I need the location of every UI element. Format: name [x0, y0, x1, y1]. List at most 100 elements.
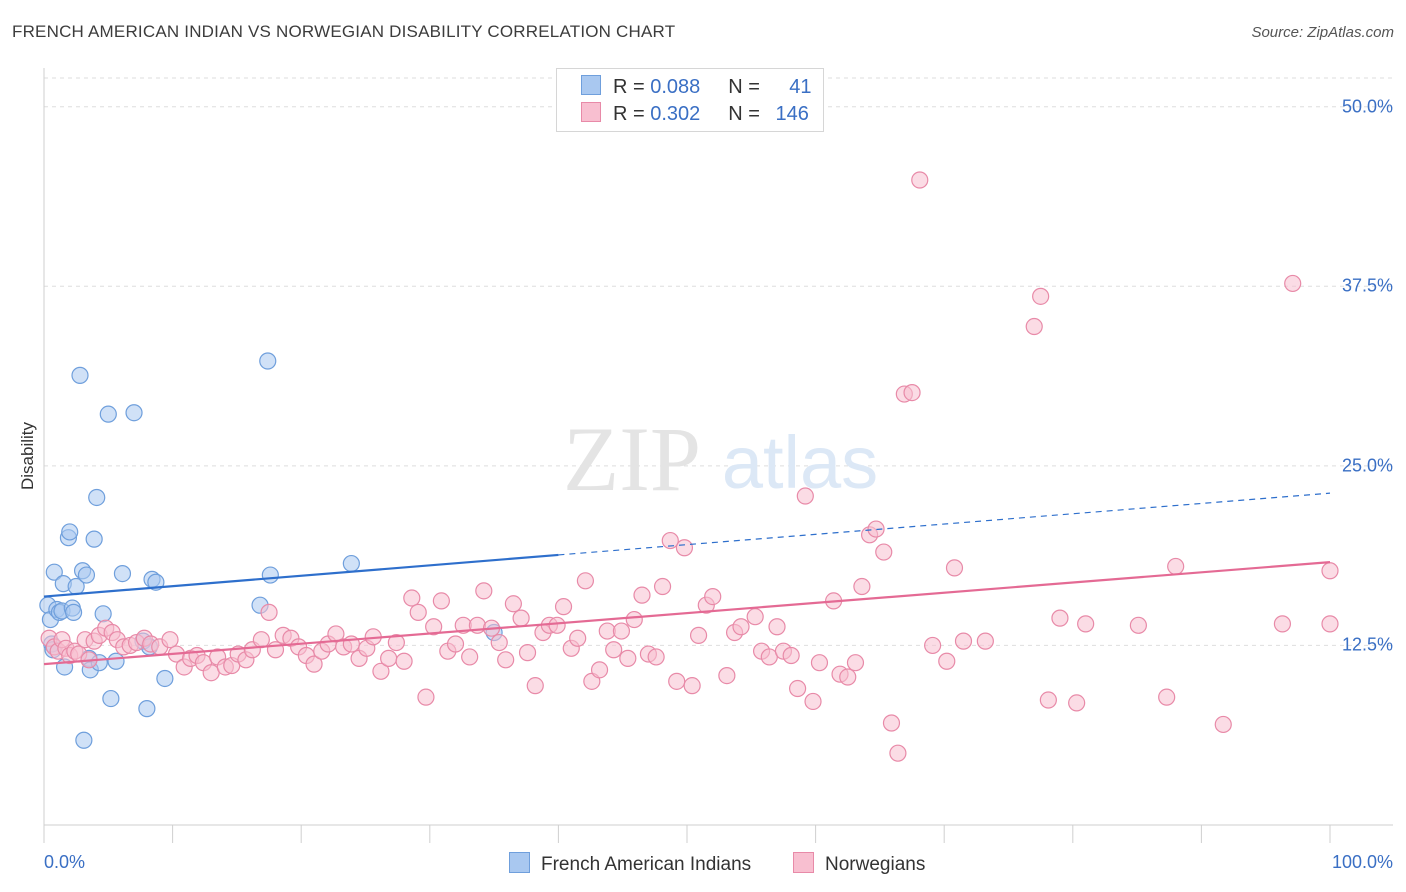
data-point-norwegians [782, 646, 800, 665]
data-point-norwegians [512, 609, 530, 627]
series-label: French American Indians [541, 854, 752, 875]
data-point-french-american-indians [94, 605, 112, 623]
data-point-norwegians [1167, 557, 1185, 576]
legend-n-label: N = [728, 103, 766, 125]
y-tick-label: 37.5% [1341, 275, 1393, 296]
data-point-norwegians [668, 672, 686, 690]
data-point-norwegians [746, 608, 764, 626]
axes [43, 68, 1393, 843]
data-point-norwegians [1284, 274, 1302, 293]
data-point-norwegians [432, 592, 450, 610]
data-point-norwegians [661, 531, 679, 550]
trend-line-norwegians [43, 561, 1331, 666]
data-point-norwegians [768, 618, 786, 636]
data-point-norwegians [518, 644, 537, 662]
data-point-norwegians [1129, 616, 1147, 634]
data-point-norwegians [976, 632, 994, 650]
data-point-norwegians [605, 641, 623, 659]
data-point-french-american-indians [156, 669, 174, 688]
data-point-french-american-indians [107, 652, 125, 670]
data-point-norwegians [1321, 615, 1339, 633]
legend-r-label: R = [613, 103, 651, 125]
data-point-norwegians [497, 651, 515, 669]
data-point-norwegians [689, 626, 708, 644]
data-point-norwegians [590, 661, 609, 679]
data-point-norwegians [417, 688, 435, 706]
data-point-norwegians [1032, 287, 1050, 305]
data-point-norwegians [839, 668, 857, 686]
chart-title: FRENCH AMERICAN INDIAN VS NORWEGIAN DISA… [12, 22, 676, 41]
trend-lines [43, 492, 1331, 666]
legend-swatch-blue [581, 75, 601, 95]
data-point-french-american-indians [61, 523, 79, 541]
y-tick-label: 50.0% [1341, 96, 1393, 117]
legend-swatch-pink [581, 102, 601, 122]
data-point-norwegians [403, 589, 421, 607]
data-point-norwegians [1077, 615, 1095, 633]
x-tick-label-max: 100.0% [1331, 852, 1393, 872]
data-point-norwegians [1321, 562, 1339, 580]
legend-row-french-american-indians: R = 0.088 N = 41 [581, 75, 812, 99]
data-point-norwegians [395, 652, 413, 670]
data-point-norwegians [653, 577, 672, 596]
series-legend-french-american-indians[interactable]: French American Indians [509, 852, 751, 876]
data-point-norwegians [1039, 691, 1057, 709]
series-label: Norwegians [825, 854, 926, 875]
data-point-norwegians [903, 384, 921, 402]
data-point-norwegians [526, 677, 544, 695]
correlation-legend: R = 0.088 N = 41 R = 0.302 N = 146 [556, 68, 824, 132]
data-point-norwegians [372, 662, 390, 680]
series-legend-norwegians[interactable]: Norwegians [793, 852, 925, 876]
data-point-norwegians [911, 171, 929, 189]
data-point-norwegians [260, 603, 278, 621]
y-tick-label: 25.0% [1341, 455, 1393, 476]
data-point-norwegians [475, 582, 493, 600]
data-point-french-american-indians [99, 405, 117, 423]
data-point-french-american-indians [259, 352, 277, 370]
data-point-norwegians [425, 618, 443, 636]
data-point-norwegians [446, 635, 465, 653]
data-point-norwegians [704, 587, 722, 606]
data-point-norwegians [490, 633, 508, 652]
data-point-norwegians [1214, 715, 1232, 734]
data-point-french-american-indians [77, 566, 96, 584]
data-point-norwegians [846, 654, 865, 672]
data-point-norwegians [612, 622, 631, 640]
data-point-norwegians [625, 610, 643, 629]
data-point-norwegians [387, 633, 405, 652]
data-point-norwegians [504, 595, 522, 613]
watermark: ZIP atlas [563, 408, 878, 510]
data-point-norwegians [554, 598, 573, 616]
data-point-french-american-indians [45, 563, 63, 581]
data-point-norwegians [161, 631, 179, 649]
data-point-norwegians [683, 677, 701, 695]
legend-row-norwegians: R = 0.302 N = 146 [581, 102, 822, 126]
watermark-zip: ZIP [563, 408, 701, 510]
legend-r-label: R = [613, 76, 651, 98]
y-axis-label: Disability [18, 421, 37, 491]
data-point-norwegians [1068, 694, 1086, 712]
legend-n-label: N = [728, 76, 766, 98]
data-point-french-american-indians [102, 689, 120, 708]
data-point-norwegians [853, 577, 871, 596]
data-point-norwegians [619, 649, 637, 667]
legend-n-value: 41 [789, 76, 812, 98]
data-point-french-american-indians [261, 566, 279, 584]
data-point-norwegians [924, 636, 942, 655]
data-point-norwegians [867, 520, 885, 538]
data-point-norwegians [1273, 615, 1292, 633]
legend-r-value: 0.302 [650, 103, 701, 125]
y-tick-label: 12.5% [1341, 634, 1393, 655]
data-point-french-american-indians [88, 488, 106, 507]
data-point-norwegians [1051, 609, 1069, 627]
trend-line-french-american-indians [43, 553, 559, 598]
data-point-norwegians [252, 631, 270, 649]
data-point-norwegians [548, 616, 566, 634]
data-point-norwegians [875, 543, 893, 561]
data-point-norwegians [569, 629, 587, 647]
series-swatch-pink [793, 852, 814, 873]
x-tick-label-min: 0.0% [44, 852, 86, 872]
data-point-norwegians [954, 632, 973, 650]
data-point-norwegians [732, 618, 750, 636]
